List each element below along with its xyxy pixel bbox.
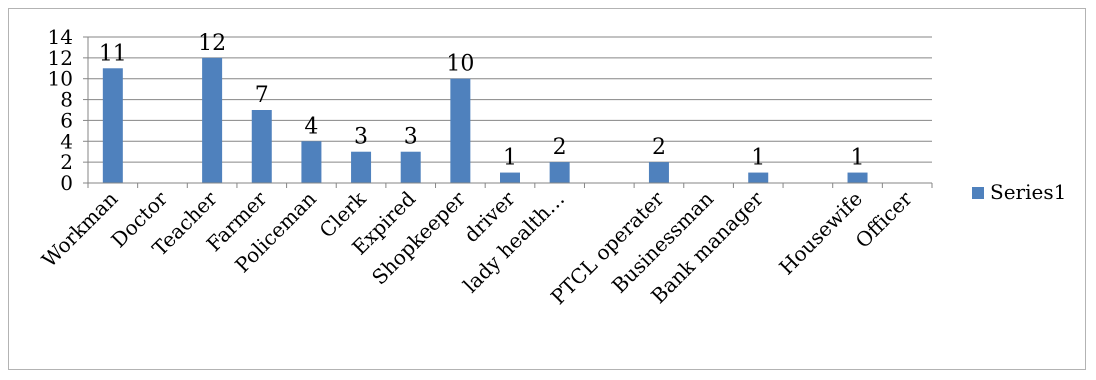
y-tick-label: 12 <box>48 46 73 70</box>
data-label: 1 <box>503 146 517 171</box>
y-tick-label: 4 <box>60 129 73 153</box>
x-tick-labels: WorkmanDoctorTeacherFarmerPolicemanClerk… <box>37 186 917 309</box>
bar <box>301 141 322 183</box>
data-label: 2 <box>652 135 666 160</box>
legend-swatch <box>972 187 984 199</box>
axes <box>83 36 933 188</box>
data-label: 12 <box>198 31 226 56</box>
data-label: 11 <box>99 41 127 66</box>
y-tick-label: 8 <box>60 88 73 112</box>
y-tick-label: 14 <box>48 25 73 49</box>
gridlines <box>88 36 932 163</box>
y-tick-label: 2 <box>60 150 73 174</box>
data-label: 4 <box>304 114 318 139</box>
data-label: 3 <box>404 125 418 150</box>
y-tick-label: 0 <box>60 171 73 195</box>
bar <box>102 68 123 183</box>
bar <box>450 78 471 183</box>
chart-frame <box>8 8 1086 370</box>
data-label: 3 <box>354 125 368 150</box>
bar <box>847 172 868 183</box>
bar <box>400 151 421 183</box>
x-tick-label: Officer <box>851 186 917 252</box>
data-label: 1 <box>751 146 765 171</box>
bar <box>500 172 520 183</box>
bar <box>251 110 272 183</box>
x-tick-label: Workman <box>37 186 122 271</box>
bar <box>351 151 372 183</box>
bar <box>549 162 570 183</box>
y-tick-label: 6 <box>60 108 73 132</box>
data-label: 2 <box>553 135 567 160</box>
bars <box>102 57 868 183</box>
data-label: 7 <box>255 83 269 108</box>
data-label: 10 <box>446 52 474 77</box>
legend-label: Series1 <box>990 180 1066 204</box>
bar <box>748 172 769 183</box>
y-tick-label: 10 <box>48 67 73 91</box>
legend: Series1 <box>972 180 1066 204</box>
bar <box>202 57 223 183</box>
data-label: 1 <box>851 146 865 171</box>
bar <box>648 162 669 183</box>
